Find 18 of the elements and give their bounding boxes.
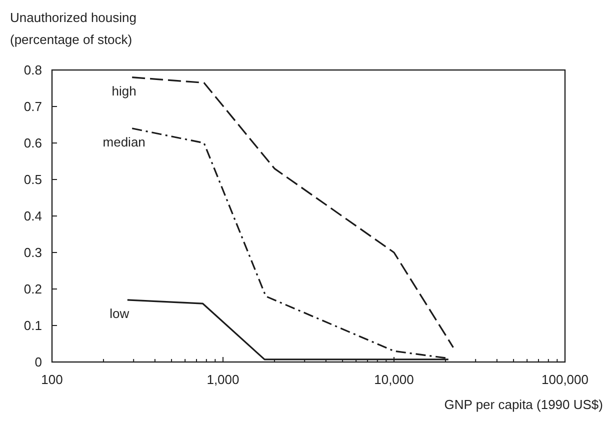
y-tick-label: 0.2 xyxy=(24,282,42,296)
y-tick-label: 0.3 xyxy=(24,245,42,260)
y-tick-label: 0.6 xyxy=(24,136,42,150)
series-label: low xyxy=(110,306,130,321)
series-label: median xyxy=(102,134,146,150)
y-tick-label: 0.4 xyxy=(24,208,42,224)
y-tick-label: 0.7 xyxy=(24,99,42,114)
x-tick-label: 100,000 xyxy=(542,372,588,387)
y-tick-label: 0.1 xyxy=(24,318,42,333)
y-tick-label: 0 xyxy=(34,354,42,370)
y-tick-label: 0.5 xyxy=(24,172,42,187)
y-tick-label: 0.8 xyxy=(24,62,42,78)
x-tick-label: 100 xyxy=(41,372,63,387)
x-tick-label: 1,000 xyxy=(206,372,240,387)
series-label: high xyxy=(112,83,136,98)
y-axis-title: Unauthorized housing (percentage of stock) xyxy=(10,10,136,47)
x-axis-title: GNP per capita (1990 US$) xyxy=(444,397,603,412)
x-tick-label: 10,000 xyxy=(374,372,414,387)
